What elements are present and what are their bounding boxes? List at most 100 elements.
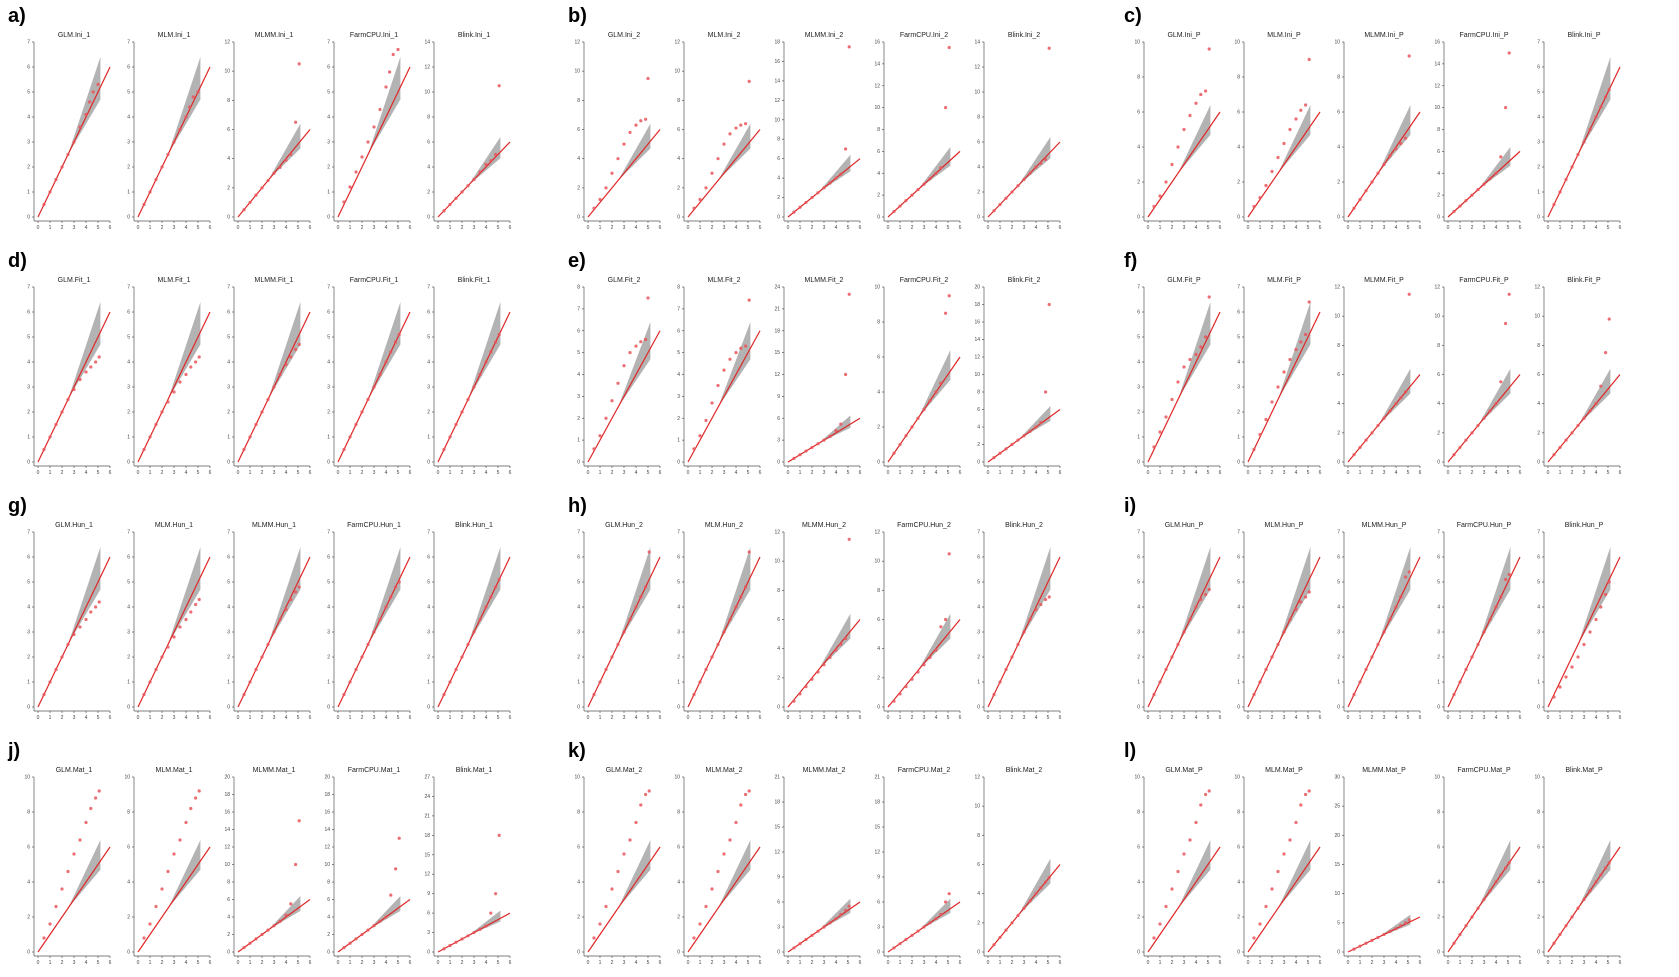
data-point bbox=[1594, 880, 1598, 884]
data-point bbox=[1458, 680, 1462, 684]
data-point bbox=[1299, 803, 1303, 807]
y-tick-label: 0 bbox=[427, 215, 430, 221]
confidence-band bbox=[918, 147, 951, 190]
data-point bbox=[1352, 947, 1356, 951]
x-tick-label: 2 bbox=[1371, 960, 1374, 966]
y-tick-label: 0 bbox=[1437, 460, 1440, 466]
data-point bbox=[1604, 592, 1608, 597]
data-point bbox=[366, 928, 370, 932]
data-point bbox=[934, 390, 938, 394]
y-tick-label: 6 bbox=[227, 310, 230, 316]
y-tick-label: 10 bbox=[874, 285, 880, 291]
x-tick-label: 3 bbox=[823, 715, 826, 721]
x-tick-label: 3 bbox=[923, 715, 926, 721]
data-point bbox=[172, 140, 176, 144]
y-tick-label: 0 bbox=[777, 460, 780, 466]
data-point bbox=[1388, 929, 1392, 934]
x-tick-label: 6 bbox=[1519, 225, 1522, 231]
data-point bbox=[616, 642, 620, 647]
data-point bbox=[1158, 922, 1162, 926]
y-tick-label: 12 bbox=[874, 530, 880, 536]
plot-title: Blink.Hun_1 bbox=[455, 522, 493, 529]
data-point bbox=[284, 158, 288, 162]
x-tick-label: 1 bbox=[599, 960, 602, 966]
x-tick-label: 1 bbox=[49, 470, 52, 476]
x-tick-label: 4 bbox=[285, 960, 288, 966]
x-tick-label: 0 bbox=[237, 470, 240, 476]
data-point bbox=[828, 921, 832, 925]
confidence-band bbox=[1378, 105, 1411, 174]
y-tick-label: 7 bbox=[127, 40, 130, 46]
data-point bbox=[289, 597, 293, 602]
data-point bbox=[1388, 617, 1392, 622]
data-point bbox=[1582, 416, 1586, 420]
x-tick-label: 5 bbox=[847, 715, 850, 721]
y-tick-label: 2 bbox=[777, 675, 780, 681]
confidence-band bbox=[1378, 547, 1411, 645]
x-tick-label: 1 bbox=[1559, 715, 1562, 721]
x-tick-label: 6 bbox=[509, 960, 512, 966]
data-point bbox=[722, 852, 726, 856]
x-tick-label: 0 bbox=[1247, 960, 1250, 966]
data-point bbox=[1494, 402, 1498, 406]
data-point bbox=[97, 789, 101, 793]
data-point bbox=[722, 142, 726, 146]
x-tick-label: 5 bbox=[747, 470, 750, 476]
x-tick-label: 0 bbox=[787, 960, 790, 966]
data-point bbox=[1004, 447, 1008, 451]
x-tick-label: 1 bbox=[899, 470, 902, 476]
x-tick-label: 5 bbox=[197, 470, 200, 476]
data-point bbox=[1282, 141, 1286, 146]
data-point bbox=[242, 447, 246, 452]
x-tick-label: 6 bbox=[1219, 960, 1222, 966]
data-point bbox=[294, 590, 298, 594]
data-point bbox=[1382, 630, 1386, 634]
x-tick-label: 3 bbox=[623, 960, 626, 966]
x-tick-label: 5 bbox=[1047, 960, 1050, 966]
data-point bbox=[84, 820, 88, 825]
data-point bbox=[197, 355, 201, 359]
x-tick-label: 4 bbox=[85, 470, 88, 476]
data-point bbox=[284, 362, 288, 367]
data-point bbox=[478, 372, 482, 377]
y-tick-label: 7 bbox=[1137, 285, 1140, 291]
data-point bbox=[184, 372, 188, 377]
data-point bbox=[391, 52, 395, 57]
data-point bbox=[1504, 577, 1508, 582]
y-tick-label: 2 bbox=[977, 442, 980, 448]
x-tick-label: 6 bbox=[109, 960, 112, 966]
y-tick-label: 10 bbox=[1434, 314, 1440, 320]
confidence-band bbox=[1578, 840, 1611, 909]
x-tick-label: 4 bbox=[735, 470, 738, 476]
y-tick-label: 1 bbox=[1237, 680, 1240, 686]
data-point bbox=[744, 344, 748, 348]
x-tick-label: 0 bbox=[37, 225, 40, 231]
x-tick-label: 4 bbox=[185, 225, 188, 231]
plot-title: GLM.Hun_2 bbox=[605, 522, 643, 529]
data-point bbox=[1170, 655, 1174, 659]
y-tick-label: 1 bbox=[27, 435, 30, 441]
plot-title: GLM.Mat_P bbox=[1165, 767, 1203, 774]
y-tick-label: 7 bbox=[327, 530, 330, 536]
y-tick-label: 0 bbox=[1537, 950, 1540, 956]
y-tick-label: 2 bbox=[677, 185, 680, 191]
data-point bbox=[1364, 189, 1368, 193]
x-tick-label: 2 bbox=[61, 225, 64, 231]
x-tick-label: 5 bbox=[647, 470, 650, 476]
data-point bbox=[647, 550, 651, 554]
data-point bbox=[160, 655, 164, 659]
data-point bbox=[389, 350, 393, 354]
y-tick-label: 12 bbox=[974, 65, 980, 71]
y-tick-label: 0 bbox=[227, 215, 230, 221]
data-point bbox=[484, 360, 488, 364]
y-tick-label: 6 bbox=[777, 416, 780, 422]
x-tick-label: 0 bbox=[687, 225, 690, 231]
data-point bbox=[1207, 47, 1211, 51]
x-tick-label: 3 bbox=[1383, 470, 1386, 476]
plot-title: MLM.Fit_1 bbox=[157, 277, 190, 284]
y-tick-label: 0 bbox=[1237, 460, 1240, 466]
data-point bbox=[1207, 789, 1211, 793]
